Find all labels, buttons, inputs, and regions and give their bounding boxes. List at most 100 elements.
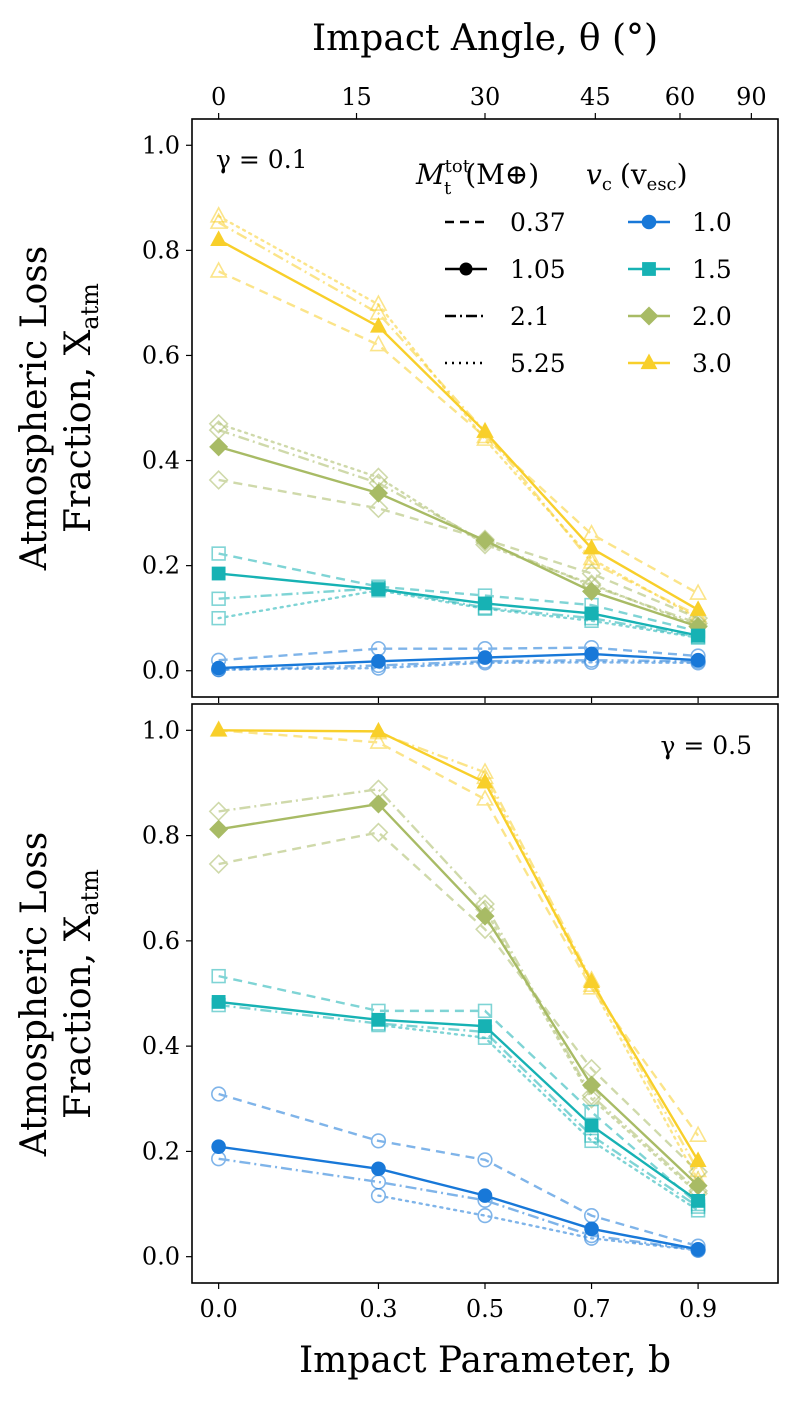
y-tick-label: 0.8 xyxy=(142,236,180,264)
series-line xyxy=(218,974,699,1205)
top-tick-label: 15 xyxy=(341,83,372,111)
series-line xyxy=(378,731,700,1172)
data-point xyxy=(208,854,229,874)
data-point xyxy=(689,1151,707,1167)
data-point xyxy=(581,1088,602,1109)
data-point xyxy=(209,206,228,223)
series-vc-1.0-mass-1.05 xyxy=(211,1139,706,1257)
y-tick-label: 0.6 xyxy=(142,927,180,955)
data-point xyxy=(477,1208,493,1224)
y-label-line2: Fraction, Xatm xyxy=(58,283,104,533)
data-point xyxy=(209,437,229,457)
legend-mass-title: Mtot t (M⊕) xyxy=(415,156,539,199)
data-point xyxy=(369,732,388,749)
data-point xyxy=(690,652,706,668)
y-label-line2: Fraction, Xatm xyxy=(58,869,104,1119)
series-line xyxy=(218,659,699,671)
y-tick-label: 0.0 xyxy=(142,1243,180,1271)
legend-marker-square xyxy=(642,262,656,276)
series-line xyxy=(218,802,699,1187)
legend-velocity-entries: 1.0 1.5 2.0 3.0 xyxy=(628,208,732,378)
legend-mass-label: 2.1 xyxy=(510,302,550,331)
y-tick-label: 1.0 xyxy=(142,131,180,159)
panel-gamma-0.1: 0.0 0.2 0.4 0.6 0.8 1.0 γ = 0.1 xyxy=(142,118,779,703)
data-point xyxy=(689,600,707,616)
y-axis-title-bottom: Atmospheric Loss Fraction, Xatm xyxy=(14,832,104,1158)
series-line xyxy=(217,422,700,628)
data-point xyxy=(475,906,495,926)
data-point xyxy=(583,972,600,989)
series-vc-1.5-mass-1.05 xyxy=(211,566,705,643)
series-vc-1.0-mass-0.37 xyxy=(211,1086,706,1254)
series-vc-3.0-mass-1.05 xyxy=(210,230,707,616)
data-point xyxy=(371,653,386,669)
data-point xyxy=(477,1003,493,1019)
data-point xyxy=(208,413,229,434)
y-tick-label: 0.4 xyxy=(142,447,180,475)
legend-marker-triangle xyxy=(640,353,658,370)
data-point xyxy=(209,819,229,839)
series-line xyxy=(217,589,700,639)
series-line xyxy=(218,552,699,633)
data-point xyxy=(477,1188,493,1203)
panel-gamma-0.5: 0.0 0.2 0.4 0.6 0.8 1.0 γ = 0.5 xyxy=(142,703,779,1284)
x-axis-title: Impact Parameter, b xyxy=(299,1340,671,1381)
series-vc-3.0-mass-1.05 xyxy=(210,720,707,1167)
data-point xyxy=(691,1193,705,1208)
series-line xyxy=(218,729,700,1162)
data-point xyxy=(369,294,388,311)
legend-velocity-label: 1.0 xyxy=(692,208,732,237)
gamma-annotation: γ = 0.1 xyxy=(216,145,308,174)
data-point xyxy=(476,422,494,438)
data-point xyxy=(211,566,226,581)
data-point xyxy=(476,789,494,806)
data-point xyxy=(478,596,492,611)
data-point xyxy=(370,721,387,738)
series-line xyxy=(218,1092,699,1248)
series-line xyxy=(377,1023,700,1212)
series-line xyxy=(218,729,700,1137)
legend-mass-label: 1.05 xyxy=(510,255,566,284)
data-point xyxy=(477,650,493,665)
data-point xyxy=(371,1012,386,1027)
legend-mass-label: 0.37 xyxy=(510,208,566,237)
series-vc-2.0-mass-1.05 xyxy=(209,794,708,1196)
data-point xyxy=(211,591,226,606)
series-vc-1.0-mass-0.37 xyxy=(211,640,706,668)
data-point xyxy=(691,628,705,643)
series-vc-1.5-mass-2.1 xyxy=(211,997,706,1214)
data-point xyxy=(584,1104,599,1120)
x-tick-label: 0.3 xyxy=(359,1295,397,1323)
y-label-line1: Atmospheric Loss xyxy=(14,246,55,572)
data-point xyxy=(369,334,388,352)
series-line xyxy=(218,428,699,625)
top-tick-label: 45 xyxy=(580,83,611,111)
series-vc-3.0-mass-2.1 xyxy=(369,722,708,1178)
data-point xyxy=(584,1118,599,1133)
series-line xyxy=(218,270,699,595)
data-point xyxy=(582,1075,602,1095)
data-point xyxy=(368,483,388,503)
y-tick-label: 0.6 xyxy=(142,341,180,369)
y-label-line1: Atmospheric Loss xyxy=(14,832,55,1158)
data-point xyxy=(478,1019,492,1034)
x-tick-label: 0.7 xyxy=(572,1295,610,1323)
data-point xyxy=(689,583,708,600)
y-tick-label: 0.2 xyxy=(142,552,180,580)
data-point xyxy=(583,538,600,555)
legend-marker-diamond xyxy=(639,306,659,326)
y-tick-label: 0.4 xyxy=(142,1032,180,1060)
legend-marker xyxy=(459,262,473,276)
data-point xyxy=(581,1085,602,1106)
data-point xyxy=(211,1086,227,1102)
legend-velocity-label: 3.0 xyxy=(692,349,732,378)
top-tick-label: 90 xyxy=(736,83,767,111)
series-vc-3.0-mass-0.37 xyxy=(209,261,708,600)
data-point xyxy=(584,606,599,621)
data-point xyxy=(689,1125,708,1143)
x-tick-label: 0.0 xyxy=(200,1295,238,1323)
y-axis-title-top: Atmospheric Loss Fraction, Xatm xyxy=(14,246,104,572)
series-line xyxy=(218,787,699,1192)
legend-velocity-label: 1.5 xyxy=(692,255,732,284)
